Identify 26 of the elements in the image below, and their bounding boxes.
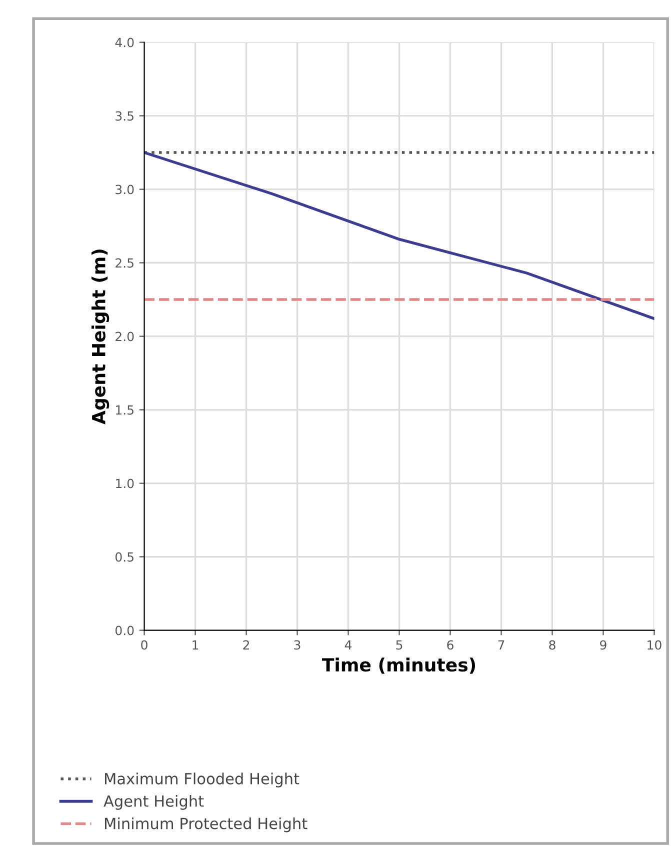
y-tick-label: 3.5: [116, 111, 134, 121]
y-tick-label: 4.0: [115, 38, 134, 48]
x-tick-label: 8: [549, 640, 556, 650]
y-tick-label: 2.5: [116, 258, 134, 268]
x-tick-label: 10: [648, 640, 662, 650]
y-tick-label: 2.0: [116, 332, 134, 342]
y-tick-label: 0.5: [115, 552, 134, 562]
x-tick-label: 4: [344, 640, 352, 650]
x-tick-label: 5: [396, 640, 402, 650]
x-tick-label: 0: [141, 640, 148, 650]
x-tick-label: 7: [498, 640, 504, 650]
y-tick-label: 0.0: [115, 626, 134, 636]
x-tick-label: 1: [192, 640, 198, 650]
x-axis-title: Time (minutes): [322, 658, 476, 674]
x-tick-label: 2: [243, 640, 249, 650]
x-tick-label: 9: [600, 640, 606, 650]
line-series: [144, 151, 654, 320]
x-tick-label: 3: [294, 640, 300, 650]
y-tick-label: 3.0: [116, 184, 134, 194]
y-axis-title: Agent Height (m): [91, 250, 110, 424]
x-tick-label: 6: [447, 640, 454, 650]
legend-label: Maximum Flooded Height: [104, 772, 300, 788]
legend-label: Minimum Protected Height: [104, 817, 308, 832]
y-tick-label: 1.5: [116, 405, 134, 415]
legend-label: Agent Height: [104, 795, 204, 810]
y-tick-label: 1.0: [116, 478, 134, 488]
